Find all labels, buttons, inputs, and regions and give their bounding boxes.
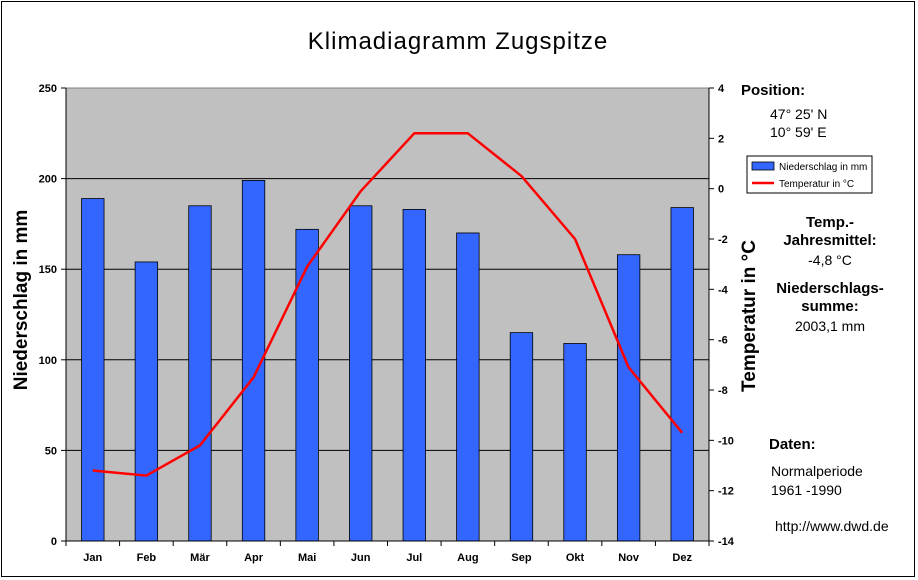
bar-Jun (349, 205, 373, 542)
x-tick-label: Okt (566, 552, 585, 564)
source-link[interactable]: http://www.dwd.de (775, 518, 889, 534)
x-tick-label: Feb (137, 552, 157, 564)
precip-label-1: Niederschlags- (776, 280, 884, 297)
bar-Nov (616, 254, 641, 542)
bar-Aug (456, 232, 480, 542)
precipitation-bars (81, 180, 694, 542)
x-tick-label: Mai (298, 552, 316, 564)
right-tick-label: -2 (718, 234, 728, 246)
temp-label-2: Jahresmittel: (783, 232, 877, 249)
left-tick-label: 0 (51, 536, 57, 548)
left-tick-label: 200 (39, 174, 57, 186)
x-tick-label: Mär (190, 552, 210, 564)
bar-Jan (81, 198, 105, 542)
temp-value: -4,8 °C (808, 252, 852, 268)
x-tick-label: Sep (511, 552, 531, 564)
latitude: 47° 25' N (770, 106, 828, 122)
period-line-1: Normalperiode (771, 463, 863, 479)
left-tick-label: 150 (39, 264, 57, 276)
legend-label-temperature: Temperatur in °C (779, 179, 854, 190)
legend-label-precipitation: Niederschlag in mm (779, 162, 867, 173)
period-line-2: 1961 -1990 (771, 482, 842, 498)
right-tick-label: -12 (718, 486, 734, 498)
left-tick-label: 100 (39, 355, 57, 367)
bar-Sep (509, 332, 534, 542)
bar-Okt (563, 343, 587, 542)
precip-value: 2003,1 mm (794, 318, 866, 334)
bar-Mai (295, 228, 319, 542)
x-tick-label: Jan (83, 552, 102, 564)
bar-Dez (670, 207, 694, 542)
y-axis-label-left: Niederschlag in mm (11, 210, 32, 391)
y-axis-label-right: Temperatur in °C (739, 240, 760, 392)
x-tick-label: Dez (672, 552, 692, 564)
temperature-line (92, 132, 684, 477)
x-tick-label: Jul (406, 552, 422, 564)
bar-Feb (134, 261, 159, 542)
right-axis-ticks: -14 -12 -10 -8 -6 -4 -2 0 2 4 (709, 83, 735, 548)
daten-label: Daten: (769, 436, 816, 453)
longitude: 10° 59' E (770, 124, 827, 140)
right-tick-label: 2 (718, 133, 724, 145)
left-tick-label: 50 (45, 445, 57, 457)
x-tick-label: Aug (457, 552, 478, 564)
left-axis-ticks: 0 50 100 150 200 250 (39, 83, 66, 548)
gridlines (66, 178, 709, 451)
chart-title: Klimadiagramm Zugspitze (308, 28, 608, 55)
x-tick-label: Apr (244, 552, 264, 564)
right-tick-label: -8 (718, 385, 728, 397)
temp-label-1: Temp.- (805, 214, 855, 231)
x-tick-label: Nov (618, 552, 640, 564)
right-tick-label: 0 (718, 184, 724, 196)
legend: Niederschlag in mm Temperatur in °C (746, 155, 873, 194)
precip-label-2: summe: (801, 298, 859, 315)
bar-Jul (402, 209, 426, 542)
left-tick-label: 250 (39, 83, 57, 95)
right-tick-label: -6 (718, 335, 728, 347)
x-tick-label: Jun (351, 552, 371, 564)
temperature-series-line (92, 132, 684, 477)
right-tick-label: -10 (718, 435, 734, 447)
position-label: Position: (741, 82, 806, 99)
x-axis-ticks: Jan Feb Mär Apr Mai Jun Jul Aug Sep Okt Nov Dez (65, 541, 710, 564)
right-tick-label: -4 (718, 284, 729, 296)
right-tick-label: 4 (718, 83, 725, 95)
plot-area (65, 87, 710, 542)
bar-Mär (188, 205, 212, 542)
legend-swatch-precipitation (751, 161, 775, 171)
right-tick-label: -14 (718, 536, 735, 548)
